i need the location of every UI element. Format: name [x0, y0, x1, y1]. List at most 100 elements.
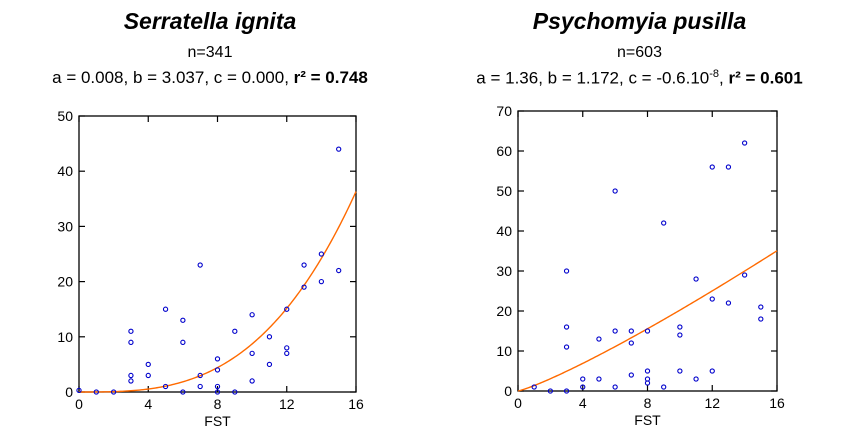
- data-point: [693, 276, 699, 282]
- x-tick-label: 0: [514, 395, 522, 411]
- data-point: [180, 389, 186, 395]
- data-point: [628, 340, 634, 346]
- plot-frame: [517, 110, 778, 392]
- x-tick-label: 8: [214, 396, 222, 412]
- data-point: [709, 164, 715, 170]
- y-tick-label: 70: [496, 103, 512, 119]
- data-point: [249, 378, 255, 384]
- r-squared-value: r² = 0.748: [293, 68, 368, 87]
- data-point: [128, 378, 134, 384]
- fit-parameters-text: a = 0.008, b = 3.037, c = 0.000,: [52, 68, 294, 87]
- y-tick-label: 10: [57, 329, 73, 345]
- fit-parameters-exponent: -8: [709, 68, 720, 80]
- data-point: [563, 344, 570, 350]
- data-point: [93, 389, 99, 395]
- data-point: [563, 268, 570, 274]
- data-point: [580, 384, 586, 390]
- data-point: [128, 328, 134, 334]
- data-point: [214, 383, 221, 390]
- sample-size-label: n=603: [617, 44, 662, 61]
- data-point: [318, 251, 325, 257]
- y-tick-label: 60: [496, 143, 512, 159]
- x-tick-label: 4: [579, 395, 587, 411]
- data-point: [336, 146, 342, 152]
- data-point: [145, 372, 151, 379]
- data-point: [725, 300, 732, 306]
- data-point: [644, 368, 651, 374]
- data-point: [284, 345, 290, 351]
- data-point: [145, 361, 151, 368]
- y-tick-label: 0: [65, 384, 73, 400]
- data-point: [677, 368, 683, 374]
- x-axis-title: FST: [634, 412, 661, 428]
- x-tick-label: 16: [769, 395, 785, 411]
- data-point: [547, 388, 554, 394]
- y-tick-label: 20: [496, 303, 512, 319]
- scatter-plot-serratella: 0 4 8 12 16 0 10 20 30 40 50 FST: [57, 108, 364, 429]
- data-point: [110, 389, 117, 395]
- x-tick-label: 0: [75, 396, 83, 412]
- data-point: [197, 372, 203, 379]
- data-point: [677, 324, 683, 330]
- data-point: [266, 361, 273, 368]
- y-tick-label: 40: [57, 163, 73, 179]
- data-point: [758, 304, 764, 310]
- data-point: [180, 339, 186, 345]
- data-point: [128, 339, 134, 345]
- data-point: [725, 164, 732, 170]
- data-point: [214, 367, 221, 373]
- chart-title: Psychomyia pusilla: [532, 8, 747, 34]
- data-point: [214, 356, 221, 362]
- y-tick-label: 10: [496, 343, 512, 359]
- x-tick-label: 12: [279, 396, 295, 412]
- chart-panel-psychomyia: Psychomyia pusilla n=603 a = 1.36, b = 1…: [420, 0, 859, 432]
- data-point: [318, 278, 325, 285]
- data-point: [214, 389, 221, 395]
- data-point: [677, 332, 683, 338]
- data-point: [128, 372, 134, 379]
- data-point: [612, 188, 618, 194]
- sample-size-label: n=341: [187, 44, 233, 61]
- plot-frame: [78, 115, 357, 393]
- chart-title: Serratella ignita: [123, 8, 297, 34]
- data-point: [580, 376, 586, 382]
- fit-curve: [79, 191, 357, 393]
- data-point: [693, 376, 699, 382]
- data-point: [249, 312, 255, 318]
- y-tick-label: 30: [496, 263, 512, 279]
- fit-curve: [517, 250, 778, 392]
- data-point: [531, 384, 537, 390]
- data-point: [284, 350, 290, 357]
- data-point: [741, 140, 748, 146]
- data-point: [284, 306, 290, 312]
- data-point: [596, 376, 602, 382]
- fit-parameters-text: a = 1.36, b = 1.172, c = -0.6.10: [476, 68, 710, 88]
- data-point: [76, 387, 82, 393]
- data-point: [563, 324, 570, 330]
- y-tick-label: 30: [57, 218, 73, 234]
- data-point: [596, 336, 602, 342]
- y-tick-label: 40: [496, 223, 512, 239]
- data-point: [301, 284, 307, 290]
- data-point: [741, 272, 748, 278]
- data-point: [644, 328, 651, 334]
- data-point: [758, 316, 764, 322]
- data-point: [249, 350, 255, 357]
- data-point: [612, 384, 618, 390]
- data-point: [709, 296, 715, 302]
- data-point: [709, 368, 715, 374]
- scatter-plot-psychomyia: 0 4 8 12 16 0 10 20 30 40 50 60 70 FST: [496, 103, 785, 428]
- data-point: [301, 262, 307, 268]
- x-tick-label: 4: [144, 396, 152, 412]
- data-point: [162, 306, 169, 312]
- y-tick-label: 50: [57, 108, 73, 124]
- data-point: [232, 389, 238, 395]
- y-tick-label: 50: [496, 183, 512, 199]
- x-axis-title: FST: [204, 413, 231, 429]
- x-tick-label: 16: [348, 396, 364, 412]
- r-squared-value: r² = 0.601: [728, 68, 803, 88]
- data-point: [232, 328, 238, 334]
- x-tick-label: 12: [704, 395, 720, 411]
- chart-panel-serratella: Serratella ignita n=341 a = 0.008, b = 3…: [0, 0, 420, 432]
- data-point: [628, 372, 634, 378]
